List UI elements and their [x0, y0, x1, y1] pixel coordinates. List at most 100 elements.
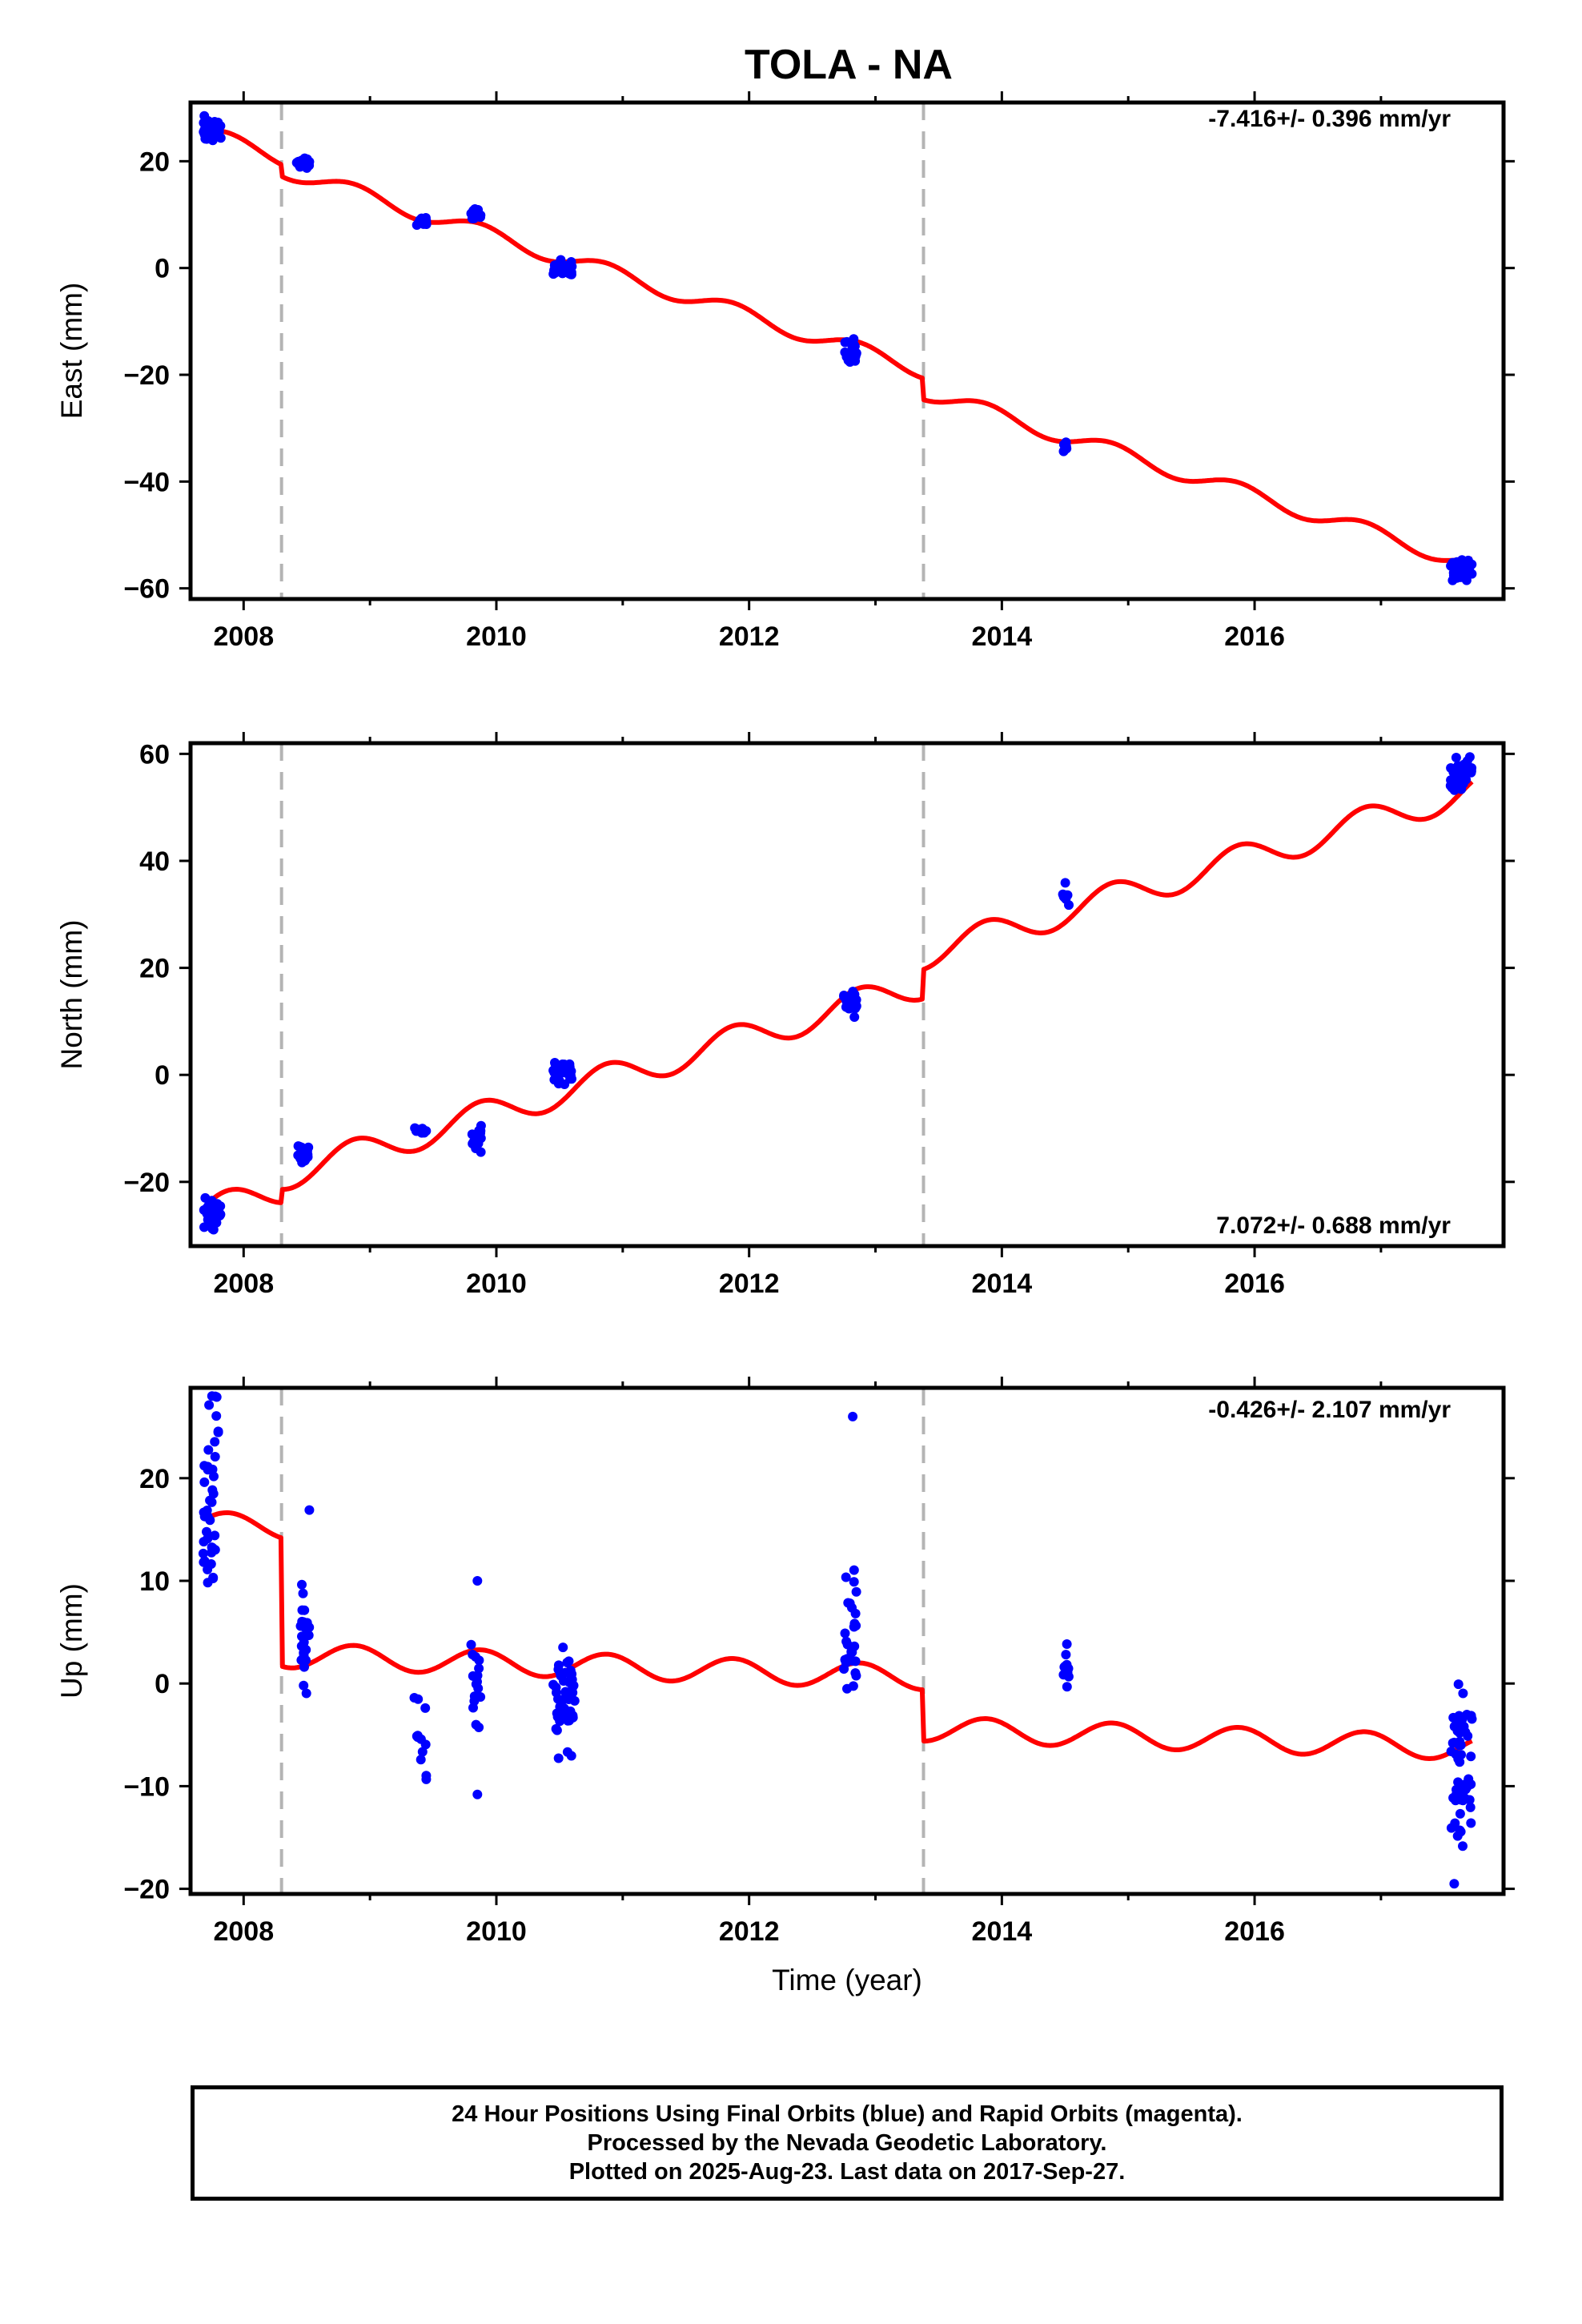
x-tick-label-east-2014: 2014 [972, 621, 1033, 652]
data-point-up-185 [1455, 1808, 1465, 1819]
data-point-up-136 [566, 1751, 576, 1761]
plot-frame-up [188, 1385, 1506, 1896]
y-tick-label-up-0: 0 [155, 1669, 170, 1699]
data-point-up-230 [1465, 1802, 1476, 1812]
data-point-up-219 [1467, 1714, 1477, 1724]
data-point-north-118 [849, 1012, 860, 1022]
data-point-up-85 [474, 1723, 484, 1732]
data-point-up-86 [466, 1639, 476, 1650]
data-point-up-149 [841, 1636, 852, 1647]
data-point-up-48 [298, 1588, 308, 1598]
data-point-east-89 [472, 205, 483, 215]
data-point-up-0 [210, 1452, 220, 1462]
data-point-north-71 [416, 1124, 427, 1135]
data-point-up-20 [199, 1477, 210, 1487]
data-point-up-31 [207, 1547, 217, 1558]
data-point-up-24 [205, 1515, 215, 1526]
data-point-up-83 [468, 1703, 478, 1713]
data-point-up-179 [1062, 1659, 1072, 1670]
data-point-north-87 [471, 1131, 481, 1141]
data-point-up-38 [199, 1507, 209, 1518]
model-line-north [207, 779, 1474, 1205]
data-point-up-132 [552, 1687, 561, 1698]
footer-line-3: Plotted on 2025-Aug-23. Last data on 201… [568, 2159, 1126, 2185]
data-point-up-202 [1456, 1740, 1466, 1751]
y-tick-label-north-60: 60 [139, 739, 170, 770]
data-point-east-146 [1058, 440, 1069, 450]
data-point-up-234 [1466, 1818, 1476, 1828]
x-tick-label-up-2014: 2014 [972, 1916, 1033, 1947]
y-tick-label-east--20: −20 [123, 360, 170, 391]
data-point-north-146 [1061, 890, 1071, 900]
data-point-up-134 [564, 1688, 574, 1699]
data-point-up-30 [203, 1445, 214, 1455]
data-point-up-238 [472, 1576, 483, 1586]
data-point-up-130 [551, 1723, 561, 1734]
data-point-north-135 [841, 996, 852, 1006]
data-point-up-69 [413, 1694, 424, 1704]
data-point-up-28 [207, 1485, 218, 1495]
x-tick-label-east-2008: 2008 [213, 621, 274, 652]
y-tick-label-up--10: −10 [123, 1771, 170, 1802]
x-tick-label-north-2010: 2010 [466, 1269, 527, 1299]
data-point-up-156 [840, 1628, 850, 1638]
y-tick-label-north-0: 0 [155, 1060, 170, 1091]
data-point-up-157 [843, 1598, 853, 1608]
y-tick-label-east--40: −40 [123, 467, 170, 497]
x-tick-label-east-2010: 2010 [466, 621, 527, 652]
panel-east: 2008 2010 2012 2014 2016 20 0 −20 −40 −60 East (m… [55, 91, 1515, 652]
x-tick-label-north-2012: 2012 [719, 1269, 780, 1299]
x-tick-label-up-2016: 2016 [1224, 1916, 1285, 1947]
x-tick-label-up-2010: 2010 [466, 1916, 527, 1947]
data-point-north-114 [554, 1076, 564, 1086]
data-point-up-22 [198, 1548, 208, 1558]
data-point-up-63 [299, 1637, 309, 1647]
data-point-east-33 [199, 127, 209, 137]
data-point-east-28 [215, 133, 226, 143]
data-point-up-211 [1453, 1777, 1464, 1787]
data-point-up-231 [1466, 1779, 1476, 1789]
data-point-up-138 [552, 1711, 563, 1722]
data-point-east-75 [419, 219, 429, 229]
data-point-up-191 [1453, 1679, 1464, 1690]
footer-line-1: 24 Hour Positions Using Final Orbits (bl… [452, 2101, 1243, 2127]
data-point-up-196 [1466, 1751, 1476, 1762]
data-point-up-89 [469, 1691, 480, 1702]
data-point-up-66 [420, 1703, 431, 1713]
data-point-up-188 [1458, 1688, 1468, 1699]
data-point-up-87 [473, 1683, 484, 1694]
data-point-up-74 [421, 1774, 432, 1784]
data-point-up-65 [417, 1747, 428, 1757]
data-point-up-50 [301, 1688, 311, 1699]
data-point-up-6 [210, 1437, 220, 1447]
data-point-east-116 [566, 269, 576, 279]
data-point-up-27 [203, 1578, 213, 1588]
data-point-up-144 [849, 1565, 859, 1575]
data-point-up-127 [558, 1642, 568, 1653]
data-point-east-186 [1456, 572, 1466, 581]
data-point-up-60 [299, 1680, 309, 1691]
data-point-up-171 [1062, 1682, 1072, 1692]
y-axis-label-east: East (mm) [55, 283, 88, 420]
x-axis-label: Time (year) [772, 1964, 922, 1996]
data-point-up-232 [1455, 1727, 1465, 1738]
x-tick-label-north-2014: 2014 [972, 1269, 1033, 1299]
data-point-up-32 [209, 1471, 219, 1482]
data-point-up-29 [207, 1497, 217, 1507]
plot-frame-north [188, 741, 1506, 1248]
data-point-up-137 [555, 1702, 565, 1712]
y-tick-label-up--20: −20 [123, 1875, 170, 1905]
data-point-east-141 [843, 356, 853, 365]
y-tick-label-north-40: 40 [139, 846, 170, 877]
data-point-up-160 [850, 1608, 861, 1618]
y-tick-label-east-20: 20 [139, 147, 170, 177]
data-point-north-187 [1450, 766, 1460, 777]
data-point-up-167 [842, 1683, 852, 1694]
data-point-up-224 [1455, 1757, 1465, 1767]
data-point-up-39 [203, 1462, 213, 1472]
x-tick-label-north-2016: 2016 [1224, 1269, 1285, 1299]
data-point-east-32 [207, 135, 218, 146]
data-point-up-26 [202, 1526, 211, 1537]
